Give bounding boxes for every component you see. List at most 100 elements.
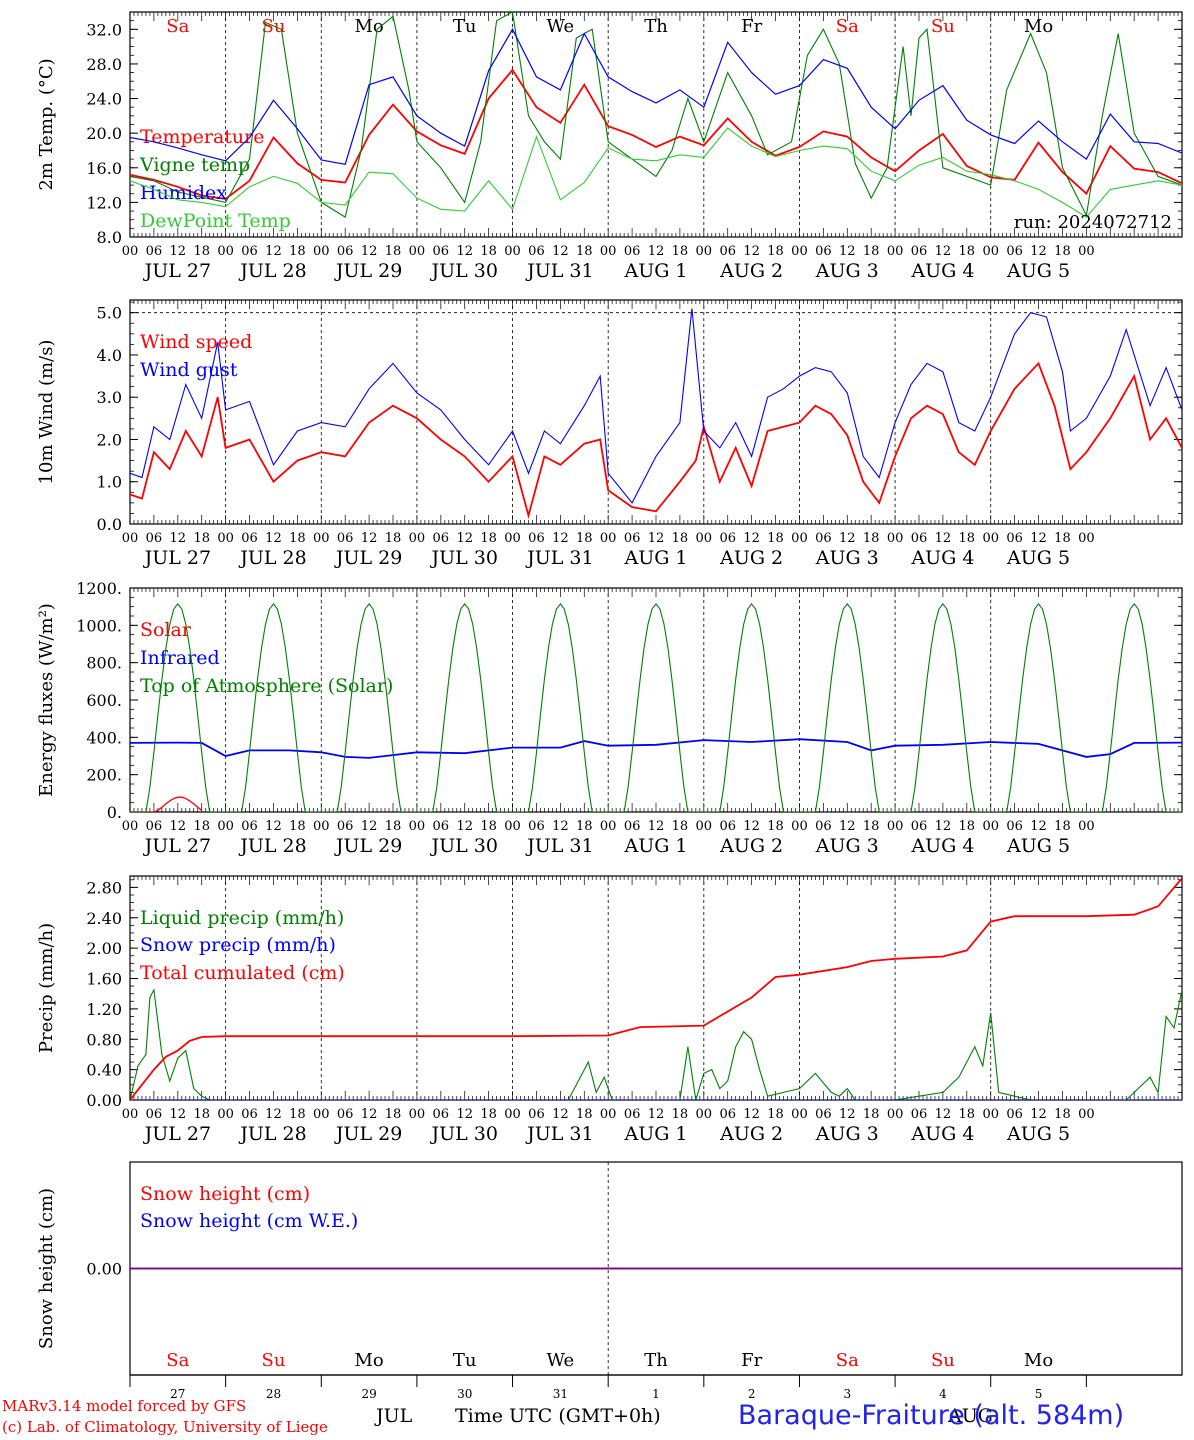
x-hour-label: 12 bbox=[1030, 819, 1047, 834]
x-hour-label: 06 bbox=[719, 1107, 736, 1122]
x-hour-label: 06 bbox=[528, 244, 545, 259]
y-tick-label: 24.0 bbox=[86, 90, 122, 109]
calendar-day-number: 31 bbox=[553, 1387, 568, 1401]
x-hour-label: 06 bbox=[719, 819, 736, 834]
series-dewpoint-temp bbox=[130, 127, 1182, 218]
x-hour-label: 00 bbox=[982, 819, 999, 834]
x-hour-label: 12 bbox=[170, 244, 187, 259]
x-hour-label: 18 bbox=[480, 531, 497, 546]
legend-liquid-precip-mm-h-: Liquid precip (mm/h) bbox=[140, 907, 344, 929]
x-day-label: AUG 5 bbox=[1006, 547, 1070, 569]
x-hour-label: 18 bbox=[672, 1107, 689, 1122]
x-day-label: JUL 30 bbox=[429, 260, 497, 282]
x-hour-label: 06 bbox=[528, 531, 545, 546]
x-hour-label: 06 bbox=[624, 819, 641, 834]
x-day-label: JUL 28 bbox=[238, 835, 306, 857]
x-hour-label: 00 bbox=[791, 531, 808, 546]
x-hour-label: 00 bbox=[982, 244, 999, 259]
calendar-weekday: Fr bbox=[741, 1350, 762, 1371]
x-hour-label: 12 bbox=[935, 819, 952, 834]
series-top-of-atmosphere-solar- bbox=[130, 602, 1182, 812]
x-hour-label: 18 bbox=[480, 244, 497, 259]
calendar-weekday: Th bbox=[644, 1350, 668, 1371]
x-hour-label: 12 bbox=[456, 819, 473, 834]
x-hour-label: 00 bbox=[122, 531, 139, 546]
x-hour-label: 06 bbox=[1006, 531, 1023, 546]
x-hour-label: 18 bbox=[1054, 531, 1071, 546]
calendar-day-number: 2 bbox=[748, 1387, 756, 1401]
x-hour-label: 12 bbox=[839, 531, 856, 546]
legend-snow-height-cm-w-e-: Snow height (cm W.E.) bbox=[140, 1210, 358, 1232]
x-hour-label: 12 bbox=[648, 1107, 665, 1122]
x-hour-label: 06 bbox=[911, 819, 928, 834]
y-tick-label: 3.0 bbox=[97, 388, 122, 407]
x-hour-label: 06 bbox=[624, 531, 641, 546]
x-hour-label: 06 bbox=[146, 819, 163, 834]
weekday-label: Fr bbox=[741, 16, 762, 37]
x-hour-label: 06 bbox=[146, 1107, 163, 1122]
y-tick-label: 0.80 bbox=[86, 1030, 122, 1049]
y-tick-label: 2.40 bbox=[86, 909, 122, 928]
x-day-label: AUG 5 bbox=[1006, 1123, 1070, 1145]
x-hour-label: 00 bbox=[887, 819, 904, 834]
x-hour-label: 12 bbox=[648, 531, 665, 546]
x-day-label: AUG 5 bbox=[1006, 835, 1070, 857]
calendar-day-number: 1 bbox=[652, 1387, 660, 1401]
weekday-label: Sa bbox=[166, 16, 189, 37]
y-tick-label: 16.0 bbox=[86, 159, 122, 178]
x-hour-label: 12 bbox=[265, 531, 282, 546]
x-hour-label: 12 bbox=[1030, 1107, 1047, 1122]
legend-snow-precip-mm-h-: Snow precip (mm/h) bbox=[140, 934, 336, 956]
x-hour-label: 00 bbox=[409, 1107, 426, 1122]
x-hour-label: 00 bbox=[409, 244, 426, 259]
x-hour-label: 06 bbox=[1006, 244, 1023, 259]
x-day-label: JUL 28 bbox=[238, 260, 306, 282]
x-hour-label: 00 bbox=[982, 531, 999, 546]
x-day-label: JUL 29 bbox=[334, 547, 402, 569]
y-tick-label: 1.0 bbox=[97, 473, 122, 492]
calendar-weekday: Sa bbox=[836, 1350, 859, 1371]
x-hour-label: 00 bbox=[791, 1107, 808, 1122]
x-day-label: AUG 2 bbox=[719, 260, 783, 282]
y-axis-label: 2m Temp. (°C) bbox=[36, 58, 57, 190]
x-hour-label: 18 bbox=[959, 819, 976, 834]
x-day-label: JUL 29 bbox=[334, 835, 402, 857]
x-hour-label: 00 bbox=[982, 1107, 999, 1122]
legend-solar: Solar bbox=[140, 619, 192, 641]
x-hour-label: 06 bbox=[815, 531, 832, 546]
legend-wind-speed: Wind speed bbox=[140, 331, 252, 353]
y-tick-label: 0.0 bbox=[97, 515, 122, 534]
series-vigne-temp bbox=[130, 12, 1182, 218]
x-hour-label: 06 bbox=[911, 244, 928, 259]
x-hour-label: 18 bbox=[1054, 244, 1071, 259]
x-hour-label: 00 bbox=[1078, 1107, 1095, 1122]
legend-humidex: Humidex bbox=[140, 182, 227, 204]
series-wind-gust bbox=[130, 308, 1182, 504]
x-hour-label: 06 bbox=[433, 1107, 450, 1122]
weekday-label: We bbox=[547, 16, 575, 37]
x-hour-label: 18 bbox=[385, 531, 402, 546]
legend-wind-gust: Wind gust bbox=[140, 359, 238, 381]
x-hour-label: 00 bbox=[217, 819, 234, 834]
calendar-weekday: Sa bbox=[166, 1350, 189, 1371]
y-tick-label: 32.0 bbox=[86, 20, 122, 39]
x-hour-label: 00 bbox=[696, 531, 713, 546]
series-humidex bbox=[130, 28, 1182, 165]
x-hour-label: 18 bbox=[672, 531, 689, 546]
x-hour-label: 06 bbox=[241, 531, 258, 546]
x-hour-label: 12 bbox=[743, 819, 760, 834]
x-day-label: JUL 27 bbox=[143, 835, 211, 857]
x-hour-label: 06 bbox=[433, 531, 450, 546]
x-hour-label: 18 bbox=[289, 1107, 306, 1122]
x-hour-label: 18 bbox=[863, 1107, 880, 1122]
series-wind-speed bbox=[130, 361, 1182, 519]
x-hour-label: 12 bbox=[743, 1107, 760, 1122]
series-total-cumulated-cm- bbox=[130, 877, 1182, 1100]
legend-dewpoint-temp: DewPoint Temp bbox=[140, 210, 291, 232]
x-hour-label: 00 bbox=[313, 819, 330, 834]
x-day-label: JUL 31 bbox=[525, 260, 593, 282]
x-hour-label: 18 bbox=[672, 244, 689, 259]
x-hour-label: 12 bbox=[935, 244, 952, 259]
x-hour-label: 18 bbox=[672, 819, 689, 834]
x-hour-label: 12 bbox=[170, 531, 187, 546]
